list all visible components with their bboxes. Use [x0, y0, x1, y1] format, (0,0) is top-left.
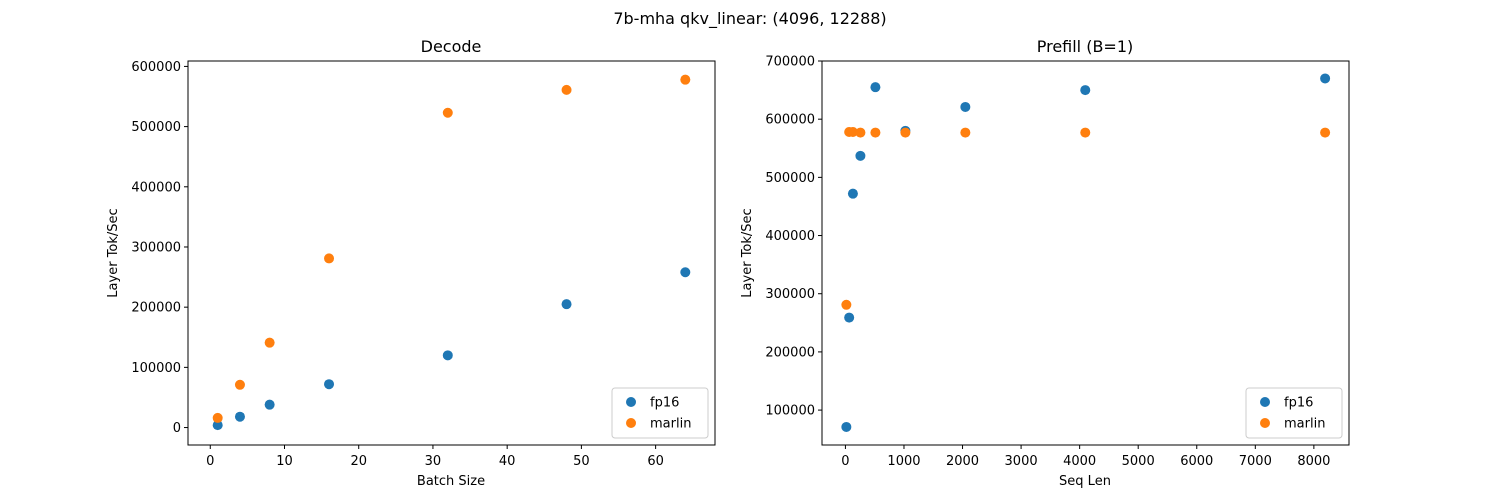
decode-ytick-label: 400000 — [131, 180, 181, 195]
prefill-legend-marker-marlin — [1260, 418, 1270, 428]
prefill-legend-label-marlin: marlin — [1284, 417, 1325, 432]
decode-ytick-label: 300000 — [131, 240, 181, 255]
decode-xtick-label: 40 — [499, 454, 516, 469]
prefill-xtick-label: 7000 — [1239, 454, 1272, 469]
decode-xtick-label: 30 — [425, 454, 442, 469]
prefill-xtick-label: 6000 — [1180, 454, 1213, 469]
prefill-ytick-label: 300000 — [765, 287, 815, 302]
prefill-xtick-label: 5000 — [1122, 454, 1155, 469]
decode-fp16-point — [212, 420, 223, 431]
prefill-marlin-point — [870, 127, 881, 138]
prefill-ytick-label: 400000 — [765, 229, 815, 244]
decode-xtick-label: 60 — [647, 454, 664, 469]
prefill-xtick-label: 2000 — [946, 454, 979, 469]
prefill-fp16-point — [855, 150, 866, 161]
prefill-fp16-point — [960, 101, 971, 112]
prefill-xtick-label: 1000 — [887, 454, 920, 469]
prefill-chart: Prefill (B=1) Seq Len Layer Tok/Sec 0 100… — [740, 37, 1350, 489]
decode-ylabel: Layer Tok/Sec — [106, 208, 121, 297]
prefill-ytick-label: 200000 — [765, 345, 815, 360]
prefill-axes-frame — [821, 60, 1350, 446]
decode-legend: fp16 marlin — [611, 387, 709, 439]
prefill-marlin-point — [847, 126, 858, 137]
prefill-legend-label-fp16: fp16 — [1284, 396, 1313, 411]
decode-legend-marker-marlin — [626, 418, 636, 428]
decode-fp16-point — [264, 399, 275, 410]
decode-fp16-point — [442, 350, 453, 361]
decode-marlin-point — [234, 379, 245, 390]
decode-title: Decode — [421, 37, 482, 56]
prefill-fp16-point — [1320, 73, 1331, 84]
decode-fp16-point — [234, 411, 245, 422]
prefill-xlabel: Seq Len — [1059, 474, 1111, 489]
decode-marlin-point — [324, 253, 335, 264]
decode-legend-marker-fp16 — [626, 397, 636, 407]
prefill-title: Prefill (B=1) — [1037, 37, 1134, 56]
decode-ytick-label: 200000 — [131, 301, 181, 316]
prefill-marlin-point — [960, 127, 971, 138]
decode-xtick-label: 20 — [350, 454, 367, 469]
decode-fp16-point — [324, 379, 335, 390]
decode-ytick-label: 600000 — [131, 60, 181, 75]
prefill-marlin-point — [1080, 127, 1091, 138]
decode-xtick-label: 0 — [206, 454, 214, 469]
decode-ytick-label: 100000 — [131, 361, 181, 376]
prefill-ytick-label: 500000 — [765, 171, 815, 186]
prefill-legend-box — [1245, 387, 1343, 439]
decode-marlin-point — [680, 74, 691, 85]
prefill-xtick-label: 0 — [841, 454, 849, 469]
prefill-ytick-label: 600000 — [765, 113, 815, 128]
decode-marlin-point — [264, 337, 275, 348]
prefill-fp16-point — [844, 312, 855, 323]
prefill-fp16-point — [1080, 85, 1091, 96]
decode-legend-label-marlin: marlin — [650, 417, 691, 432]
figure-suptitle: 7b-mha qkv_linear: (4096, 12288) — [613, 9, 886, 29]
prefill-legend-marker-fp16 — [1260, 397, 1270, 407]
prefill-ytick-label: 700000 — [765, 55, 815, 70]
prefill-xtick-label: 4000 — [1063, 454, 1096, 469]
prefill-marlin-point — [855, 127, 866, 138]
decode-marlin-point — [561, 84, 572, 95]
decode-xtick-label: 50 — [573, 454, 590, 469]
prefill-ylabel: Layer Tok/Sec — [740, 208, 755, 297]
prefill-marlin-point — [900, 127, 911, 138]
prefill-fp16-point — [841, 421, 852, 432]
prefill-legend: fp16 marlin — [1245, 387, 1343, 439]
decode-chart: Decode Batch Size Layer Tok/Sec 0 10 20 30 4… — [106, 37, 716, 489]
decode-axes-frame — [187, 60, 716, 446]
prefill-marlin-point — [1320, 127, 1331, 138]
decode-ytick-label: 500000 — [131, 120, 181, 135]
decode-fp16-point — [680, 267, 691, 278]
decode-xtick-label: 10 — [276, 454, 293, 469]
prefill-ytick-label: 100000 — [765, 404, 815, 419]
prefill-marlin-point — [841, 299, 852, 310]
decode-marlin-point — [212, 412, 223, 423]
decode-legend-label-fp16: fp16 — [650, 396, 679, 411]
prefill-fp16-point — [870, 82, 881, 93]
decode-legend-box — [611, 387, 709, 439]
prefill-xtick-label: 8000 — [1297, 454, 1330, 469]
prefill-fp16-point — [847, 188, 858, 199]
decode-fp16-point — [561, 299, 572, 310]
prefill-xtick-label: 3000 — [1005, 454, 1038, 469]
decode-marlin-point — [442, 107, 453, 118]
decode-ytick-label: 0 — [173, 421, 181, 436]
decode-xlabel: Batch Size — [417, 474, 485, 489]
